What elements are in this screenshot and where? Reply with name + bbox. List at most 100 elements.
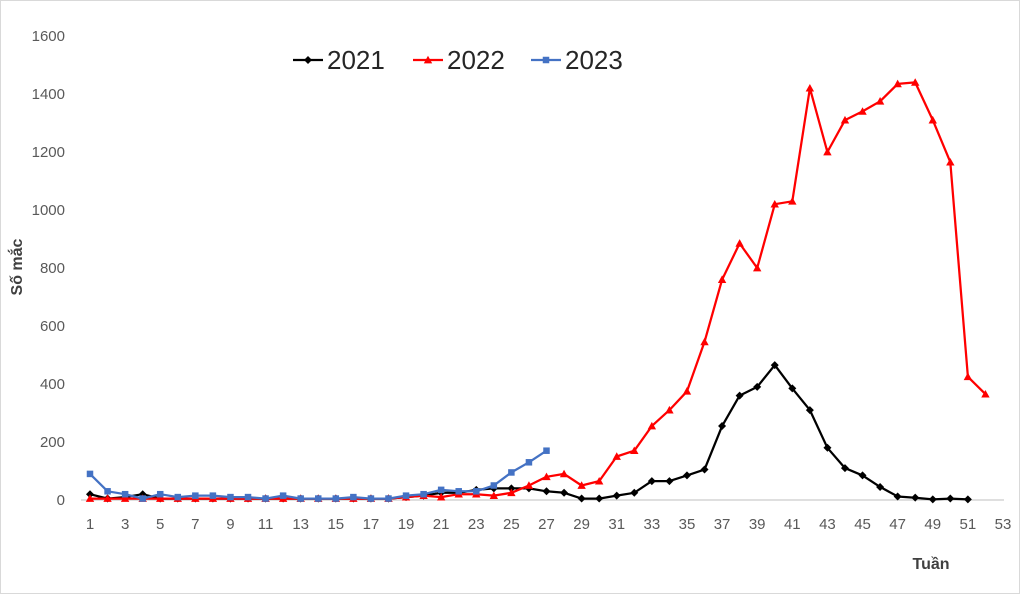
data-point-square bbox=[315, 495, 322, 502]
data-point-triangle bbox=[770, 200, 779, 208]
data-point-diamond bbox=[304, 56, 312, 64]
y-tick-label: 200 bbox=[40, 434, 65, 451]
data-point-square bbox=[420, 490, 427, 498]
data-point-square bbox=[473, 488, 480, 495]
data-point-diamond bbox=[612, 491, 621, 500]
data-point-diamond bbox=[946, 494, 955, 503]
y-tick-label: 600 bbox=[40, 318, 65, 335]
x-tick-label: 49 bbox=[924, 516, 941, 533]
data-point-triangle bbox=[840, 115, 850, 124]
data-point-triangle bbox=[805, 84, 815, 92]
data-point-square bbox=[525, 459, 533, 466]
y-axis-title: Số mắc bbox=[7, 238, 26, 295]
data-point-diamond bbox=[770, 361, 779, 370]
data-point-triangle bbox=[875, 97, 885, 105]
legend-item: 2022 bbox=[413, 45, 505, 75]
data-point-triangle bbox=[524, 481, 534, 489]
data-point-square bbox=[490, 482, 498, 489]
data-point-triangle bbox=[542, 472, 551, 481]
data-point-square bbox=[156, 490, 164, 498]
data-point-diamond bbox=[788, 384, 797, 393]
data-point-diamond bbox=[718, 422, 727, 431]
data-point-diamond bbox=[542, 487, 551, 496]
x-tick-label: 37 bbox=[714, 516, 731, 533]
data-point-square bbox=[244, 493, 252, 501]
x-tick-label: 53 bbox=[995, 516, 1012, 533]
data-point-triangle bbox=[858, 107, 867, 115]
x-tick-label: 23 bbox=[468, 516, 485, 533]
legend-item: 2021 bbox=[293, 45, 385, 75]
series-2023 bbox=[86, 447, 550, 502]
x-tick-label: 17 bbox=[363, 516, 380, 533]
x-tick-label: 7 bbox=[191, 516, 199, 533]
data-point-triangle bbox=[577, 481, 586, 489]
data-point-square bbox=[262, 495, 269, 502]
x-tick-label: 47 bbox=[889, 516, 906, 533]
x-tick-label: 41 bbox=[784, 516, 801, 533]
legend-item: 2023 bbox=[531, 45, 623, 75]
x-tick-labels: 1 3 5 7 9 11 13 15 17 19 21 23 25 27 29 31 33 35 37 39 41 43 4… bbox=[86, 516, 1012, 533]
data-point-diamond bbox=[823, 443, 832, 452]
data-point-diamond bbox=[507, 484, 516, 493]
x-tick-label: 33 bbox=[644, 516, 661, 533]
data-point-triangle bbox=[788, 197, 797, 205]
data-point-square bbox=[209, 492, 217, 499]
legend-label: 2022 bbox=[447, 45, 505, 75]
data-point-diamond bbox=[753, 382, 762, 391]
x-tick-label: 19 bbox=[398, 516, 415, 533]
x-tick-label: 39 bbox=[749, 516, 766, 533]
series-line bbox=[89, 363, 968, 501]
x-tick-label: 21 bbox=[433, 516, 450, 533]
data-point-triangle bbox=[647, 421, 657, 430]
data-point-diamond bbox=[86, 490, 94, 499]
data-point-square bbox=[542, 56, 550, 64]
data-point-triangle bbox=[946, 157, 955, 166]
x-tick-label: 27 bbox=[538, 516, 555, 533]
data-point-triangle bbox=[559, 469, 569, 478]
data-point-triangle bbox=[981, 389, 990, 398]
data-point-triangle bbox=[911, 78, 920, 86]
x-tick-label: 35 bbox=[679, 516, 696, 533]
data-point-triangle bbox=[893, 79, 902, 88]
y-tick-labels: 0 200 400 600 800 1000 1200 1400 1600 bbox=[32, 28, 65, 509]
data-point-diamond bbox=[665, 477, 674, 486]
x-tick-label: 29 bbox=[573, 516, 590, 533]
data-point-square bbox=[508, 469, 515, 476]
data-point-diamond bbox=[630, 488, 639, 497]
data-point-triangle bbox=[963, 372, 973, 381]
x-tick-label: 11 bbox=[258, 516, 274, 533]
y-tick-label: 800 bbox=[40, 260, 65, 277]
data-point-triangle bbox=[612, 452, 621, 460]
x-tick-label: 13 bbox=[292, 516, 309, 533]
y-tick-label: 1600 bbox=[32, 28, 65, 45]
data-point-diamond bbox=[682, 471, 691, 480]
data-point-triangle bbox=[735, 239, 744, 247]
data-point-diamond bbox=[858, 471, 867, 480]
series-layer bbox=[85, 78, 990, 504]
data-point-diamond bbox=[911, 493, 920, 502]
data-point-diamond bbox=[876, 482, 885, 491]
data-point-triangle bbox=[103, 494, 112, 502]
x-tick-label: 3 bbox=[121, 516, 129, 533]
data-point-diamond bbox=[560, 488, 569, 497]
data-point-triangle bbox=[594, 476, 604, 485]
data-point-square bbox=[174, 493, 182, 501]
x-tick-label: 25 bbox=[503, 516, 520, 533]
data-point-diamond bbox=[735, 391, 744, 400]
data-point-triangle bbox=[507, 488, 516, 497]
data-point-diamond bbox=[647, 477, 656, 486]
data-point-square bbox=[279, 492, 287, 499]
x-tick-label: 5 bbox=[156, 516, 164, 533]
data-point-triangle bbox=[156, 494, 165, 502]
data-point-square bbox=[402, 492, 410, 499]
x-tick-label: 1 bbox=[86, 516, 94, 533]
x-axis-title: Tuần bbox=[912, 556, 949, 573]
y-tick-label: 0 bbox=[57, 492, 65, 509]
x-tick-label: 51 bbox=[960, 516, 977, 533]
data-point-square bbox=[86, 470, 94, 478]
x-tick-label: 31 bbox=[608, 516, 625, 533]
data-point-triangle bbox=[700, 337, 709, 346]
data-point-square bbox=[104, 488, 111, 495]
data-point-diamond bbox=[893, 492, 902, 501]
